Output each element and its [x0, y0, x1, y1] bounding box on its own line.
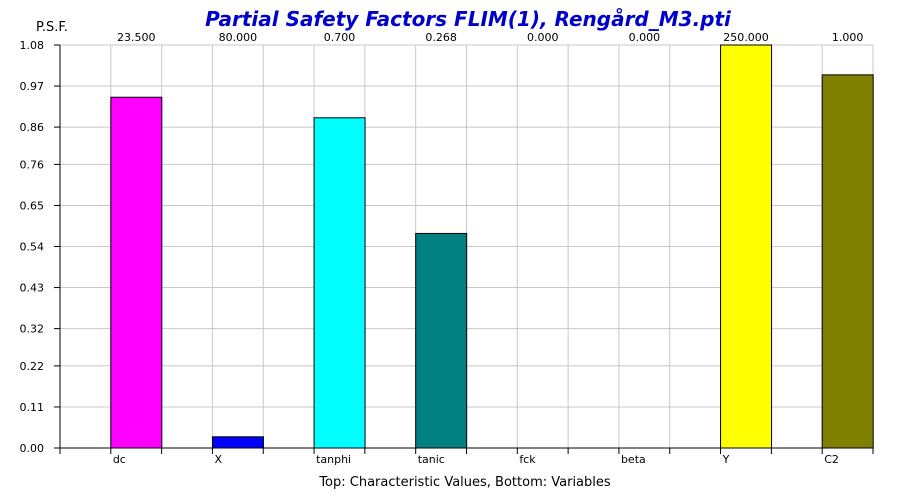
y-tick-label: 0.43: [20, 282, 45, 295]
x-tick-label: dc: [113, 453, 126, 466]
y-tick-label: 0.76: [20, 158, 45, 171]
y-tick-label: 0.65: [20, 199, 45, 212]
x-tick-label: X: [214, 453, 222, 466]
bar-tanphi: [313, 117, 366, 449]
axes: [54, 44, 874, 454]
bar-c2: [821, 74, 874, 449]
bar-tanic: [415, 232, 468, 449]
characteristic-value-label: 0.000: [629, 31, 661, 44]
x-tick-label: beta: [621, 453, 646, 466]
chart-title: Partial Safety Factors FLIM(1), Rengård_…: [205, 7, 732, 31]
x-tick-label: tanphi: [316, 453, 351, 466]
characteristic-value-label: 250.000: [723, 31, 769, 44]
tick-labels: 0.00 0.11 0.22 0.32 0.43 0.54 0.65 0.76 0.86 0.97…: [20, 31, 864, 466]
bar-x: [211, 436, 264, 449]
y-tick-label: 0.97: [20, 80, 45, 93]
x-tick-label: tanic: [418, 453, 445, 466]
x-axis-label: Top: Characteristic Values, Bottom: Vari…: [318, 475, 611, 490]
y-tick-label: 0.11: [20, 401, 45, 414]
y-tick-label: 0.00: [20, 442, 45, 455]
characteristic-value-label: 0.268: [425, 31, 457, 44]
characteristic-value-label: 23.500: [117, 31, 156, 44]
x-tick-label: C2: [824, 453, 839, 466]
y-axis-label: P.S.F.: [36, 20, 68, 35]
y-tick-label: 0.86: [20, 121, 45, 134]
x-tick-label: Y: [722, 453, 730, 466]
y-tick-label: 0.54: [20, 241, 45, 254]
y-tick-label: 1.08: [20, 39, 45, 52]
bars: [110, 44, 874, 449]
y-tick-label: 0.32: [20, 323, 45, 336]
x-tick-label: fck: [519, 453, 536, 466]
bar-dc: [110, 96, 163, 449]
bar-y: [720, 44, 773, 449]
characteristic-value-label: 0.000: [527, 31, 559, 44]
characteristic-value-label: 80.000: [219, 31, 258, 44]
y-tick-label: 0.22: [20, 360, 45, 373]
characteristic-value-label: 1.000: [832, 31, 864, 44]
characteristic-value-label: 0.700: [324, 31, 356, 44]
